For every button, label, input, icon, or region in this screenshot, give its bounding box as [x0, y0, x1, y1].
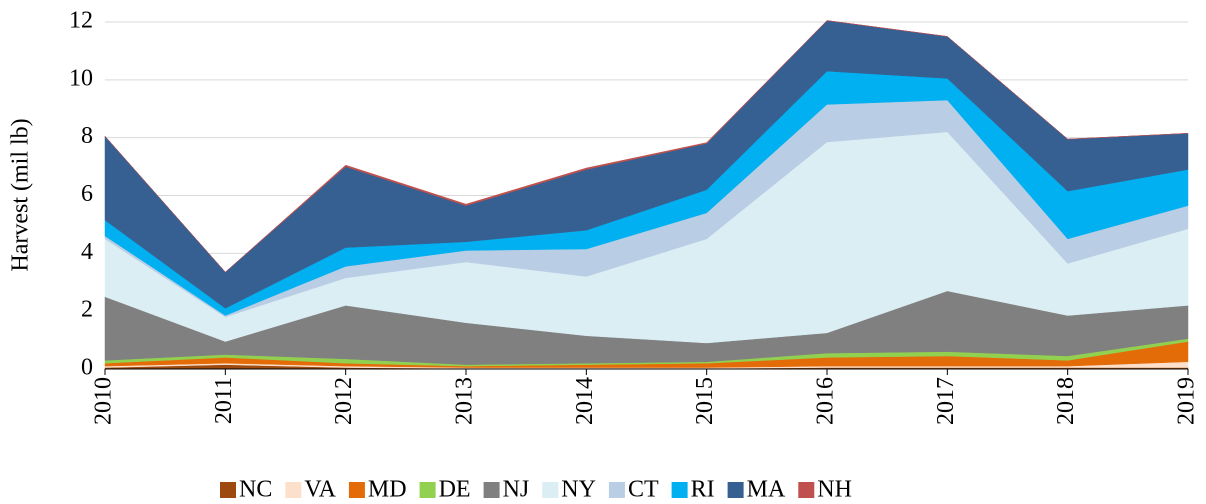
legend-label: RI	[691, 477, 715, 503]
x-tick-label: 2010	[91, 377, 117, 425]
x-tick-label: 2017	[933, 377, 959, 425]
legend-swatch	[608, 482, 625, 498]
legend-swatch	[671, 482, 688, 498]
y-axis-label: Harvest (mil lb)	[8, 118, 34, 271]
legend-label: MD	[368, 477, 407, 503]
y-tick-label: 12	[69, 8, 93, 34]
legend-swatch	[220, 482, 236, 498]
legend-swatch	[483, 482, 500, 498]
legend-label: VA	[304, 477, 336, 503]
legend-swatch	[798, 482, 815, 498]
y-tick-label: 2	[81, 297, 93, 323]
legend-swatch	[348, 482, 365, 498]
y-tick-label: 8	[81, 123, 93, 149]
legend-label: NH	[817, 477, 852, 503]
y-tick-label: 6	[81, 181, 93, 207]
legend-label: CT	[628, 477, 659, 503]
x-tick-label: 2015	[692, 377, 718, 425]
legend-label: NC	[239, 477, 272, 503]
legend-swatch	[727, 482, 744, 498]
y-tick-label: 4	[81, 239, 93, 265]
legend-label: NJ	[503, 477, 530, 503]
legend-label: NY	[561, 477, 596, 503]
legend-label: MA	[747, 477, 786, 503]
y-tick-label: 10	[69, 65, 93, 91]
legend-label: DE	[439, 477, 471, 503]
y-tick-label: 0	[81, 355, 93, 381]
x-tick-label: 2013	[452, 377, 478, 425]
x-tick-label: 2018	[1053, 377, 1079, 425]
x-tick-label: 2016	[813, 377, 839, 425]
legend-swatch	[419, 482, 436, 498]
legend-swatch	[285, 482, 302, 498]
x-tick-label: 2012	[331, 377, 357, 425]
x-tick-label: 2014	[572, 377, 598, 425]
x-tick-label: 2011	[211, 377, 237, 424]
legend-swatch	[542, 482, 559, 498]
x-tick-label: 2019	[1174, 377, 1200, 425]
